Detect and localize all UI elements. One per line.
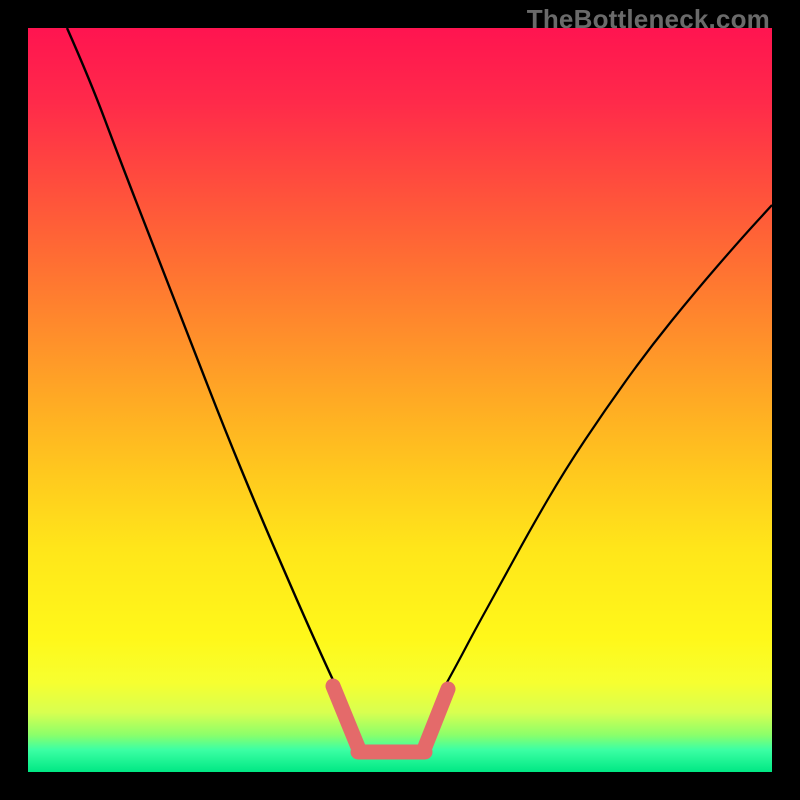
bottom-mark-left [333,686,360,752]
chart-frame: TheBottleneck.com [0,0,800,800]
curve-left [67,28,340,695]
watermark-text: TheBottleneck.com [527,4,770,35]
curve-right [440,205,772,695]
chart-overlay [0,0,800,800]
bottom-mark-right [423,689,448,752]
